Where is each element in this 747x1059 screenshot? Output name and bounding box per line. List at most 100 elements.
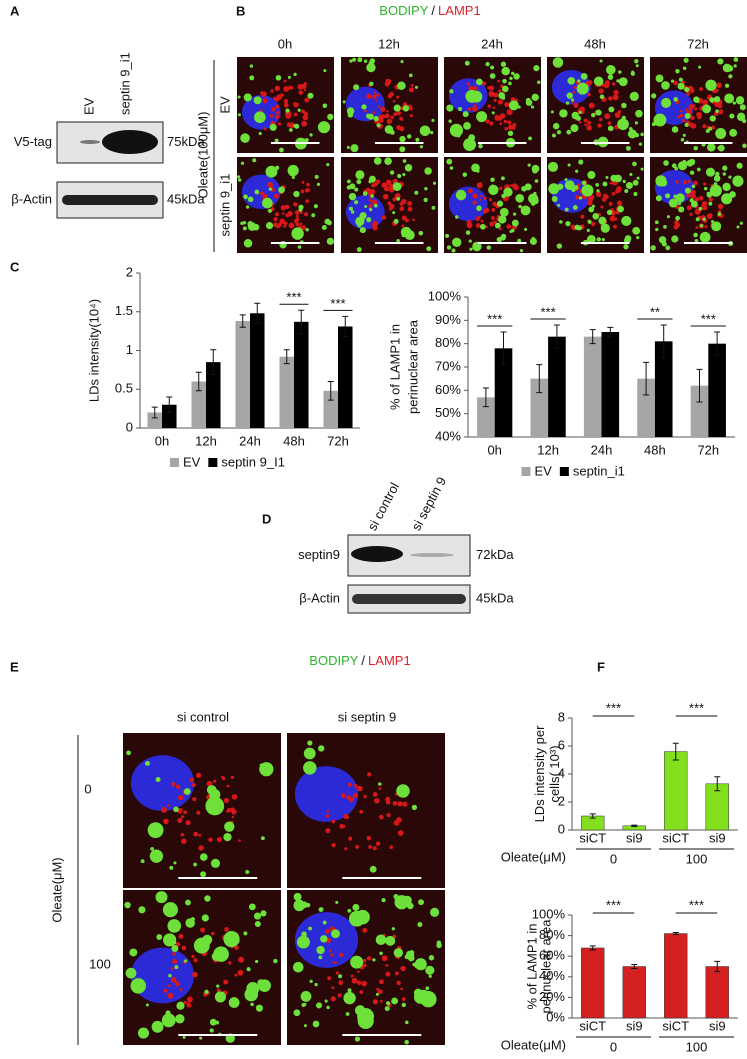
lysosome: [690, 123, 697, 129]
lipid-droplet: [326, 162, 330, 167]
lysosome: [175, 942, 181, 947]
time-label: 12h: [378, 36, 400, 51]
lipid-droplet: [640, 132, 644, 137]
lysosome: [364, 109, 367, 113]
lipid-droplet: [508, 81, 512, 86]
lipid-droplet: [356, 247, 362, 252]
lysosome: [337, 993, 342, 998]
lysosome: [673, 80, 678, 86]
lysosome: [223, 797, 230, 804]
lysosome: [163, 818, 169, 825]
lipid-droplet: [699, 224, 704, 228]
lysosome: [480, 194, 483, 198]
lipid-droplet: [732, 101, 736, 105]
lipid-droplet: [317, 121, 331, 134]
lysosome: [400, 987, 404, 991]
lysosome: [390, 115, 394, 120]
y-tick-label: 4: [558, 765, 565, 780]
lipid-droplet: [630, 71, 636, 76]
bar: [708, 343, 726, 437]
bar: [147, 412, 162, 428]
lipid-droplet: [171, 944, 179, 953]
lipid-droplet: [364, 204, 368, 208]
error-bar: [607, 326, 614, 338]
lipid-droplet: [523, 227, 528, 231]
bar: [664, 933, 688, 1019]
column-label: si control: [177, 709, 229, 724]
lipid-droplet: [418, 899, 424, 906]
lipid-droplet: [576, 82, 589, 95]
stain-word: BODIPY: [379, 3, 428, 18]
legend-swatch: [521, 467, 531, 476]
lysosome: [186, 996, 193, 1003]
lysosome: [283, 224, 287, 228]
lysosome: [682, 180, 688, 185]
x-tick-label: si9: [709, 1018, 726, 1033]
bar: [206, 362, 221, 428]
lipid-droplet: [274, 138, 279, 143]
y-tick-label: 70%: [435, 358, 461, 373]
bar: [338, 326, 353, 428]
lipid-droplet: [347, 908, 352, 913]
lysosome: [350, 974, 354, 978]
lipid-droplet: [335, 900, 339, 904]
lysosome: [696, 111, 702, 118]
lysosome: [273, 222, 278, 228]
lysosome: [271, 187, 275, 192]
lipid-droplet: [407, 952, 412, 957]
lysosome: [472, 86, 478, 91]
lysosome: [192, 797, 197, 802]
lipid-droplet: [490, 184, 494, 188]
lipid-droplet: [732, 175, 744, 187]
lysosome: [183, 1000, 187, 1005]
lipid-droplet: [368, 207, 373, 212]
lysosome: [304, 97, 310, 103]
lipid-droplet: [399, 146, 406, 153]
lipid-droplet: [429, 907, 440, 918]
lysosome: [675, 179, 679, 184]
significance: ***: [606, 700, 621, 715]
lipid-droplet: [517, 105, 521, 109]
lipid-droplet: [355, 170, 365, 180]
lipid-droplet: [205, 796, 225, 816]
lipid-droplet: [581, 180, 587, 186]
y-tick-label: 1: [126, 342, 133, 357]
lipid-droplet: [718, 144, 725, 152]
x-tick-label: siCT: [662, 1018, 689, 1033]
nucleus: [294, 766, 359, 822]
y-tick-label: 0: [126, 419, 133, 434]
lipid-droplet: [285, 108, 290, 113]
group-label: 0: [610, 851, 617, 866]
x-tick-label: 72h: [697, 442, 719, 457]
bar: [530, 378, 549, 437]
lipid-droplet: [240, 221, 244, 225]
lysosome: [231, 810, 236, 815]
bar: [323, 390, 338, 428]
lysosome: [597, 123, 602, 128]
x-tick-label: 24h: [239, 433, 261, 448]
lipid-droplet: [268, 187, 272, 191]
lipid-droplet: [326, 237, 334, 245]
lysosome: [410, 84, 414, 87]
lysosome: [399, 206, 405, 212]
lipid-droplet: [144, 760, 150, 766]
lysosome: [686, 205, 692, 211]
lysosome: [482, 81, 487, 86]
lipid-droplet: [130, 978, 146, 994]
legend-label: septin_i1: [573, 463, 625, 478]
lipid-droplet: [684, 187, 691, 194]
lipid-droplet: [684, 86, 690, 93]
lysosome: [491, 207, 496, 212]
lipid-droplet: [533, 65, 540, 72]
lysosome: [412, 218, 415, 221]
lane-label: EV: [81, 97, 96, 115]
error-bar: [589, 813, 596, 819]
lysosome: [601, 197, 607, 202]
lysosome: [503, 119, 508, 124]
lysosome: [488, 198, 493, 202]
lysosome: [509, 184, 513, 187]
lipid-droplet: [485, 61, 490, 67]
x-tick-label: 48h: [644, 442, 666, 457]
lysosome: [402, 801, 408, 807]
panel-label: D: [262, 511, 271, 526]
